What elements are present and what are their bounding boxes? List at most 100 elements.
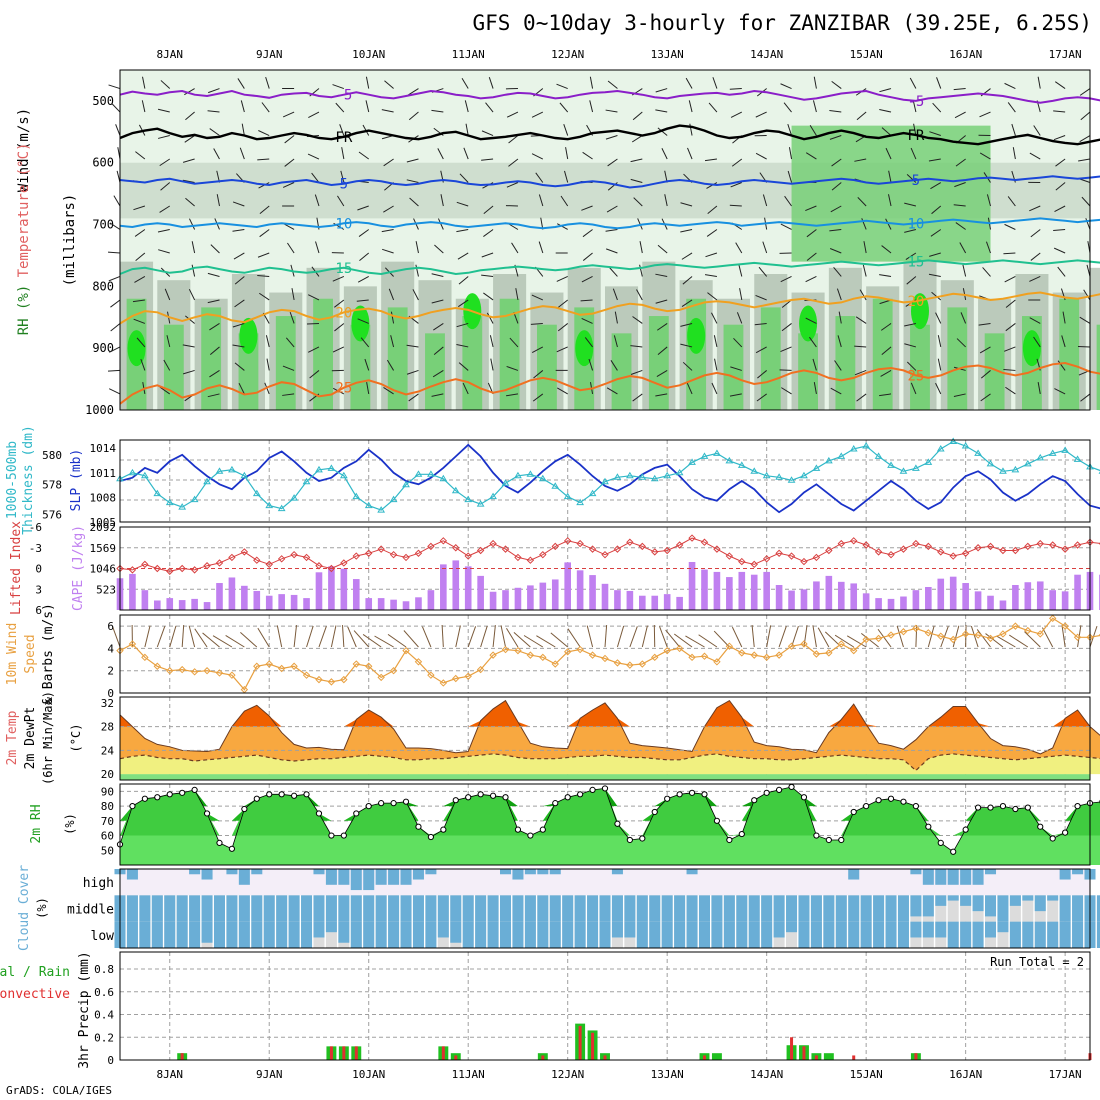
wind-barb bbox=[904, 202, 917, 207]
cape-bar bbox=[402, 601, 410, 610]
cloud-bar bbox=[686, 921, 698, 948]
wind-barb bbox=[508, 135, 519, 144]
wind-barb bbox=[357, 318, 369, 324]
rh-band-moist bbox=[313, 298, 333, 410]
cloud-bar bbox=[363, 895, 375, 922]
cloud-bar bbox=[388, 895, 400, 922]
wind-barb bbox=[711, 382, 718, 395]
wind-barb bbox=[580, 299, 593, 302]
wind-barb bbox=[538, 194, 544, 207]
li-tick-label: -6 bbox=[29, 521, 42, 534]
thickness-marker bbox=[974, 449, 982, 456]
wind-barb bbox=[762, 241, 768, 254]
li-marker bbox=[1061, 545, 1069, 553]
precip-conv-bar bbox=[454, 1055, 458, 1060]
cape-tick-label: 523 bbox=[96, 583, 116, 596]
cape-bar bbox=[278, 594, 285, 610]
wind-barb bbox=[1078, 158, 1091, 162]
cloud-gap-bar bbox=[325, 921, 337, 948]
rh-band-moist bbox=[425, 333, 445, 410]
wind-barb bbox=[437, 148, 444, 160]
wind-barb bbox=[711, 312, 718, 324]
wind10m-barb bbox=[698, 634, 718, 648]
wind-tick-label: 6 bbox=[107, 620, 114, 633]
wind10m-barb bbox=[567, 628, 581, 648]
date-label-top: 9JAN bbox=[256, 48, 283, 61]
wind-barb bbox=[108, 84, 121, 90]
thickness-marker bbox=[949, 437, 958, 444]
cloud-bar bbox=[674, 895, 686, 922]
wind-barb bbox=[241, 123, 245, 136]
thickness-marker bbox=[203, 477, 211, 485]
wind-barb bbox=[332, 84, 345, 90]
wind-speed-marker bbox=[762, 653, 771, 662]
isotherm-label: 20 bbox=[907, 294, 924, 310]
wind-barb bbox=[314, 194, 320, 207]
cape-bar bbox=[763, 571, 770, 610]
wind-barb bbox=[1005, 386, 1016, 395]
wind-barb bbox=[606, 205, 618, 213]
precip-conv-bar bbox=[591, 1032, 595, 1060]
isotherm-label: -5 bbox=[907, 94, 924, 110]
li-marker bbox=[340, 559, 348, 567]
rh-band-moist bbox=[611, 333, 632, 410]
cloud-bar bbox=[698, 895, 710, 922]
cloud-bar bbox=[661, 895, 673, 922]
cloud-bar bbox=[935, 869, 947, 885]
rh2m-marker bbox=[1074, 802, 1081, 810]
wind10m-barb bbox=[441, 625, 444, 648]
wind10m-barb bbox=[194, 628, 208, 648]
wind-barb bbox=[134, 276, 146, 283]
wind-speed-marker bbox=[452, 674, 460, 683]
cloud-bar bbox=[972, 869, 984, 885]
cloud-bar bbox=[1034, 921, 1046, 948]
cloud-bar bbox=[736, 921, 748, 948]
cape-bar bbox=[141, 590, 149, 610]
wind-barb bbox=[812, 358, 817, 371]
wind10m-barb bbox=[616, 625, 625, 648]
wind-barb bbox=[142, 76, 146, 89]
wind-barb bbox=[1080, 111, 1091, 121]
rh2m-tick-label: 70 bbox=[101, 815, 114, 828]
wind-barb bbox=[110, 299, 121, 308]
thickness-marker bbox=[402, 480, 410, 488]
slp-line bbox=[119, 443, 1100, 514]
wind-barb bbox=[209, 323, 220, 331]
rh2m-marker bbox=[626, 836, 633, 844]
rh2m-marker bbox=[887, 795, 895, 802]
cloud-bar bbox=[686, 895, 698, 922]
isotherm--5-line bbox=[119, 89, 1100, 104]
cape-bar bbox=[415, 597, 422, 610]
wind-barb bbox=[240, 100, 245, 113]
cape-bar bbox=[440, 564, 447, 610]
thickness-marker bbox=[377, 506, 386, 513]
rh2m-marker bbox=[614, 820, 621, 827]
panel-side-label: 3hr Precip (mm) bbox=[77, 951, 92, 1068]
cloud-bar bbox=[412, 921, 424, 948]
wind-barb bbox=[258, 130, 270, 136]
wind-barb bbox=[879, 274, 892, 277]
wind-tick-label: 2 bbox=[107, 665, 114, 678]
wind-barb bbox=[913, 123, 917, 136]
wind-barb bbox=[406, 179, 419, 183]
rh2m-marker bbox=[527, 832, 534, 839]
cloud-bar bbox=[301, 921, 313, 948]
panel-side-label: CAPE (J/kg) bbox=[71, 525, 86, 611]
cape-bar bbox=[390, 599, 397, 610]
precip-conv-bar bbox=[603, 1055, 607, 1060]
thickness-marker bbox=[252, 489, 261, 497]
wind-barb bbox=[612, 288, 618, 301]
wind-barb bbox=[1005, 299, 1016, 308]
wind-barb bbox=[456, 344, 469, 348]
thickness-marker bbox=[538, 474, 547, 482]
wind-barb bbox=[383, 205, 394, 213]
wind10m-barb bbox=[188, 625, 196, 648]
cloud-bar bbox=[748, 895, 760, 922]
wind10m-barb bbox=[112, 626, 121, 648]
cape-bar bbox=[166, 598, 174, 610]
cape-bar bbox=[303, 598, 310, 610]
rh2m-marker bbox=[402, 798, 410, 805]
wind-barb bbox=[739, 288, 743, 301]
rh2m-marker bbox=[912, 802, 919, 810]
